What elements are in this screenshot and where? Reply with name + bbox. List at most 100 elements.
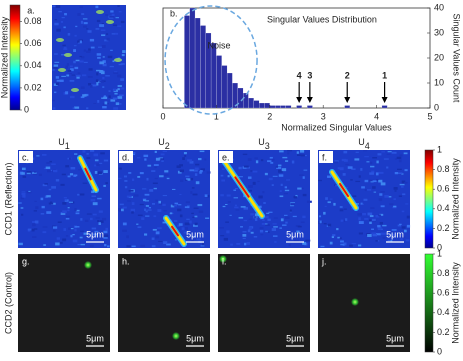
speckle (347, 166, 353, 169)
speckle (334, 161, 339, 164)
speckle (32, 172, 37, 174)
speckle (33, 171, 37, 173)
speckle (230, 243, 233, 246)
speckle (227, 175, 230, 178)
speckle (325, 197, 328, 200)
speckle (91, 84, 97, 87)
speckle (48, 188, 52, 191)
speckle (290, 203, 296, 206)
speckle (73, 175, 77, 177)
speckle (393, 187, 398, 190)
speckle (131, 178, 135, 182)
peak-label: 2 (345, 70, 350, 80)
speckle (63, 197, 67, 199)
speckle (64, 13, 67, 16)
column-header-sub: 1 (65, 141, 70, 151)
speckle (67, 209, 70, 212)
speckle (62, 238, 67, 242)
speckle (75, 25, 78, 28)
speckle (112, 24, 118, 26)
speckle (178, 204, 182, 206)
speckle (102, 56, 105, 58)
speckle (404, 169, 408, 172)
speckle (268, 177, 273, 181)
speckle (262, 219, 265, 221)
speckle (95, 5, 99, 9)
speckle (102, 86, 105, 88)
speckle (126, 245, 131, 248)
speckle (381, 151, 385, 153)
y2-tick-label: 0 (434, 102, 439, 112)
speckle (61, 75, 66, 77)
speckle (370, 165, 375, 168)
speckle (118, 63, 123, 66)
speckle (33, 173, 38, 176)
speckle (103, 230, 108, 234)
speckle (90, 46, 95, 49)
speckle (117, 74, 122, 78)
peak-label: 1 (382, 70, 387, 80)
speckle (141, 217, 145, 220)
image-panel (318, 254, 410, 352)
speckle (194, 173, 198, 176)
speckle (398, 195, 403, 197)
speckle (370, 161, 373, 165)
speckle (187, 159, 192, 162)
speckle (137, 226, 142, 229)
speckle (340, 240, 344, 243)
speckle (52, 68, 55, 72)
speckle (206, 171, 211, 174)
speckle (279, 195, 284, 198)
speckle (399, 183, 405, 186)
speckle (68, 227, 73, 230)
speckle (200, 245, 205, 247)
speckle (155, 157, 160, 161)
bar (296, 105, 302, 109)
speckle (160, 158, 165, 160)
speckle (99, 80, 104, 83)
panel-label: g. (22, 256, 30, 266)
speckle (398, 159, 402, 163)
speckle (246, 241, 250, 245)
speckle (52, 99, 55, 102)
colorbar-tick-label: 0.6 (437, 184, 450, 194)
speckle (153, 164, 159, 166)
speckle (102, 63, 107, 67)
speckle (394, 171, 399, 175)
speckle (122, 50, 126, 54)
speckle (260, 234, 264, 236)
bar (344, 105, 350, 109)
speckle (380, 191, 385, 193)
speckle (87, 30, 92, 33)
speckle (380, 232, 386, 235)
image-bg (118, 150, 210, 248)
speckle (284, 189, 290, 192)
speckle (351, 168, 356, 170)
speckle (105, 182, 108, 185)
x-tick-label: 0 (160, 111, 165, 121)
speckle (242, 231, 247, 233)
speckle (352, 195, 357, 198)
speckle (227, 201, 231, 203)
speckle (82, 74, 87, 77)
speckle (302, 176, 305, 179)
speckle (183, 152, 187, 155)
speckle (284, 216, 290, 219)
speckle (327, 175, 332, 178)
speckle (111, 33, 115, 35)
speckle (110, 49, 113, 51)
speckle (136, 223, 139, 225)
speckle (189, 220, 192, 224)
speckle (46, 161, 50, 164)
speckle (270, 162, 274, 164)
speckle (101, 44, 106, 48)
speckle (80, 96, 85, 99)
speckle (117, 88, 120, 91)
speckle (361, 186, 365, 189)
speckle (122, 229, 127, 232)
speckle (100, 152, 105, 155)
speckle (74, 34, 77, 37)
column-header-sub: 2 (165, 141, 170, 151)
speckle (400, 238, 403, 240)
speckle (139, 172, 144, 175)
